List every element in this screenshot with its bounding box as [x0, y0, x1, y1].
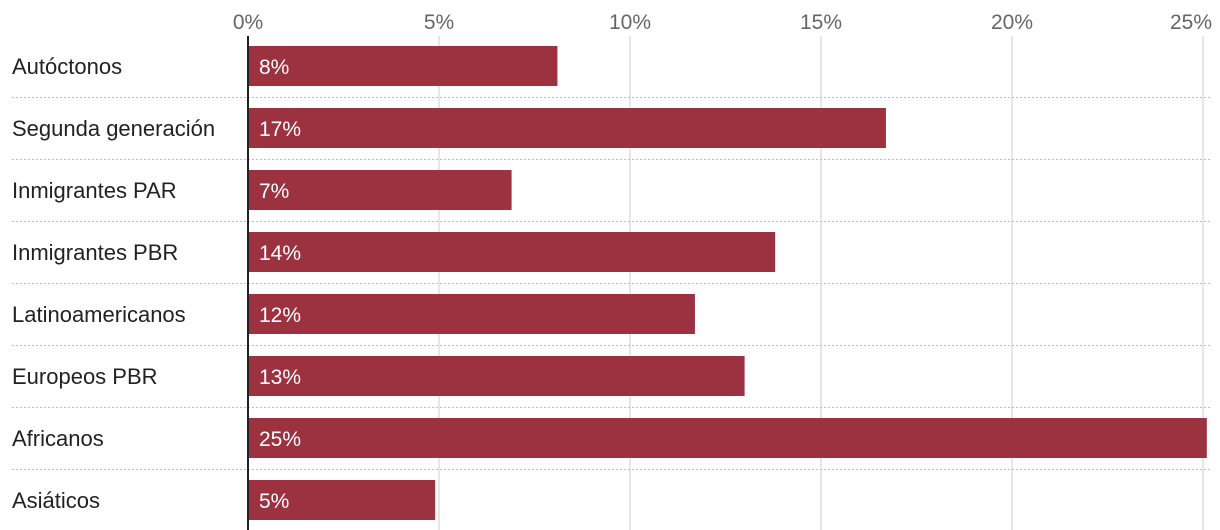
bar-value-label: 7%	[259, 180, 289, 203]
bar	[248, 294, 695, 334]
category-label: Europeos PBR	[12, 364, 158, 389]
x-tick-label: 0%	[233, 11, 263, 34]
category-label: Africanos	[12, 426, 104, 451]
bar-value-label: 17%	[259, 118, 301, 141]
bar	[248, 356, 745, 396]
bar-value-label: 8%	[259, 56, 289, 79]
category-labels: Autóctonos Segunda generación Inmigrantes …	[12, 54, 215, 513]
category-label: Segunda generación	[12, 116, 215, 141]
x-tick-label: 5%	[424, 11, 454, 34]
bars: 8% 17% 7% 14% 12% 13% 25% 5%	[248, 46, 1207, 520]
x-axis-ticks: 0% 5% 10% 15% 20% 25%	[233, 11, 1212, 34]
bar	[248, 46, 558, 86]
bar-value-label: 25%	[259, 428, 301, 451]
bar-value-label: 14%	[259, 242, 301, 265]
category-label: Inmigrantes PBR	[12, 240, 178, 265]
x-tick-label: 25%	[1170, 11, 1212, 34]
x-tick-label: 15%	[800, 11, 842, 34]
bar-value-label: 5%	[259, 490, 289, 513]
bar	[248, 418, 1207, 458]
row-separators	[12, 97, 1212, 470]
bar	[248, 170, 512, 210]
category-label: Autóctonos	[12, 54, 122, 79]
bar-value-label: 13%	[259, 366, 301, 389]
bar-value-label: 12%	[259, 304, 301, 327]
x-tick-label: 20%	[991, 11, 1033, 34]
x-tick-label: 10%	[609, 11, 651, 34]
bar	[248, 108, 886, 148]
category-label: Latinoamericanos	[12, 302, 186, 327]
bar	[248, 480, 436, 520]
bar	[248, 232, 776, 272]
category-label: Asiáticos	[12, 488, 100, 513]
category-label: Inmigrantes PAR	[12, 178, 177, 203]
